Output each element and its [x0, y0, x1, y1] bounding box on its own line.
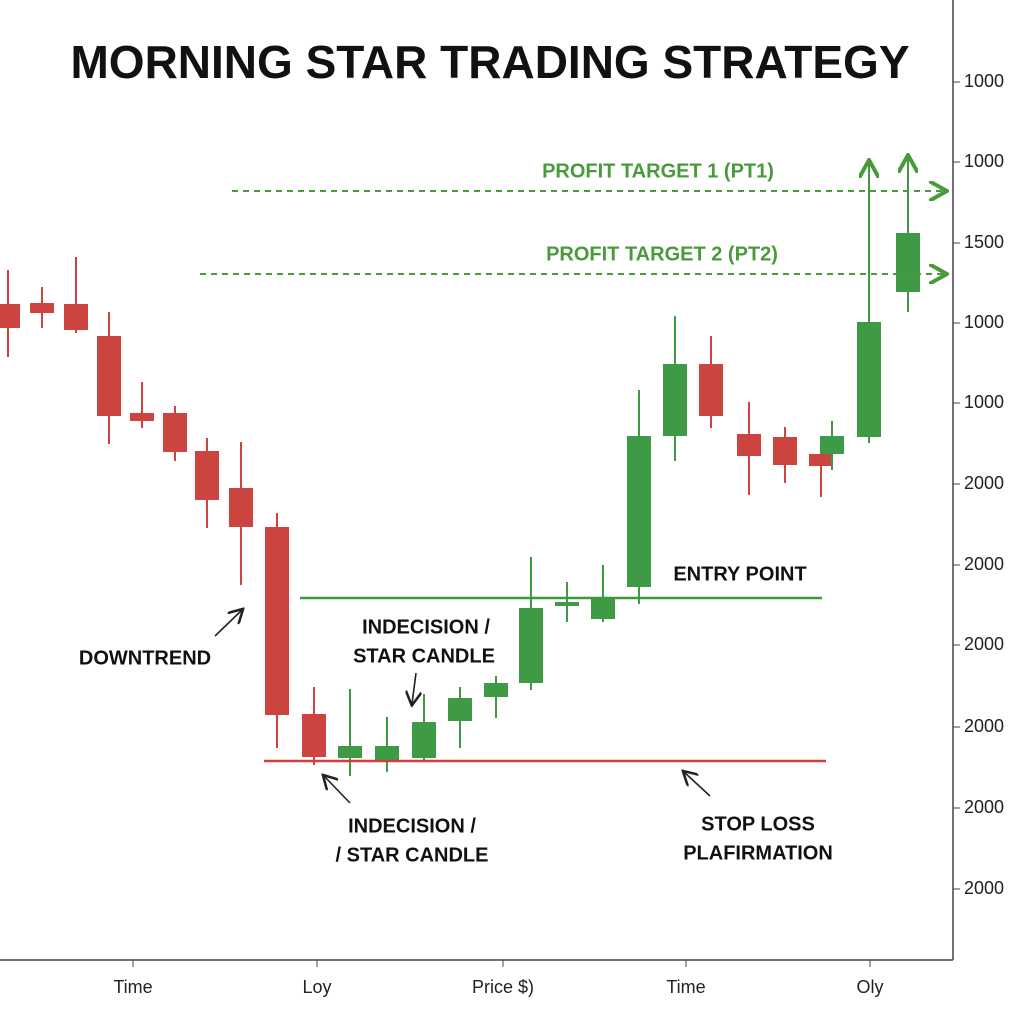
pt2-label: PROFIT TARGET 2 (PT2): [546, 243, 778, 265]
candles: [0, 157, 920, 776]
arrow: [214, 610, 242, 637]
y-axis-label: 2000: [964, 473, 1004, 493]
candle-body: [195, 451, 219, 500]
y-axis-label: 1000: [964, 392, 1004, 412]
candle-body: [375, 746, 399, 760]
candle-body: [30, 303, 54, 313]
y-axis-label: 1000: [964, 312, 1004, 332]
candle-body: [229, 488, 253, 527]
y-axis-label: 1000: [964, 71, 1004, 91]
entry-label: ENTRY POINT: [673, 563, 806, 585]
candle-body: [627, 436, 651, 587]
pt1-label: PROFIT TARGET 1 (PT1): [542, 160, 774, 182]
y-axis-label: 1500: [964, 232, 1004, 252]
y-axis-label: 1000: [964, 151, 1004, 171]
indecision-lower-1: INDECISION /: [348, 815, 476, 837]
candle-body: [302, 714, 326, 757]
indecision-upper-1: INDECISION /: [362, 616, 490, 638]
arrow: [684, 772, 711, 797]
y-axis-label: 2000: [964, 797, 1004, 817]
y-axis-label: 2000: [964, 716, 1004, 736]
candle-body: [699, 364, 723, 416]
candle-body: [64, 304, 88, 330]
candle-body: [265, 527, 289, 715]
candle-body: [820, 436, 844, 454]
chart-title: MORNING STAR TRADING STRATEGY: [70, 36, 909, 88]
indecision-upper-2: STAR CANDLE: [353, 645, 495, 667]
arrow: [324, 776, 351, 804]
candle-body: [857, 322, 881, 437]
y-axis-label: 2000: [964, 634, 1004, 654]
x-axis-label: Price $): [472, 977, 534, 997]
candle-body: [412, 722, 436, 758]
indecision-lower-2: / STAR CANDLE: [336, 844, 489, 866]
candle-body: [896, 233, 920, 292]
candle-body: [163, 413, 187, 452]
candle-body: [448, 698, 472, 721]
x-axis-label: Oly: [857, 977, 884, 997]
candle-body: [809, 454, 833, 466]
candle-body: [737, 434, 761, 456]
x-axis-label: Time: [113, 977, 152, 997]
y-axis-label: 2000: [964, 878, 1004, 898]
candle-body: [130, 413, 154, 421]
axis-labels: 1000 1000 1500 1000 1000 2000 2000 2000 2000 2000…: [113, 71, 1004, 997]
candle-body: [338, 746, 362, 758]
downtrend-label: DOWNTREND: [79, 647, 211, 669]
x-axis-label: Time: [666, 977, 705, 997]
candle-body: [773, 437, 797, 465]
stop-loss-1: STOP LOSS: [701, 813, 815, 835]
candle-body: [0, 304, 20, 328]
candle-body: [591, 598, 615, 619]
candle-body: [663, 364, 687, 436]
arrow: [412, 672, 416, 704]
candle-body: [519, 608, 543, 683]
stop-loss-2: PLAFIRMATION: [683, 842, 833, 864]
y-axis-label: 2000: [964, 554, 1004, 574]
candle-body: [97, 336, 121, 416]
candle-body: [555, 602, 579, 606]
x-axis-label: Loy: [302, 977, 331, 997]
candle-body: [484, 683, 508, 697]
